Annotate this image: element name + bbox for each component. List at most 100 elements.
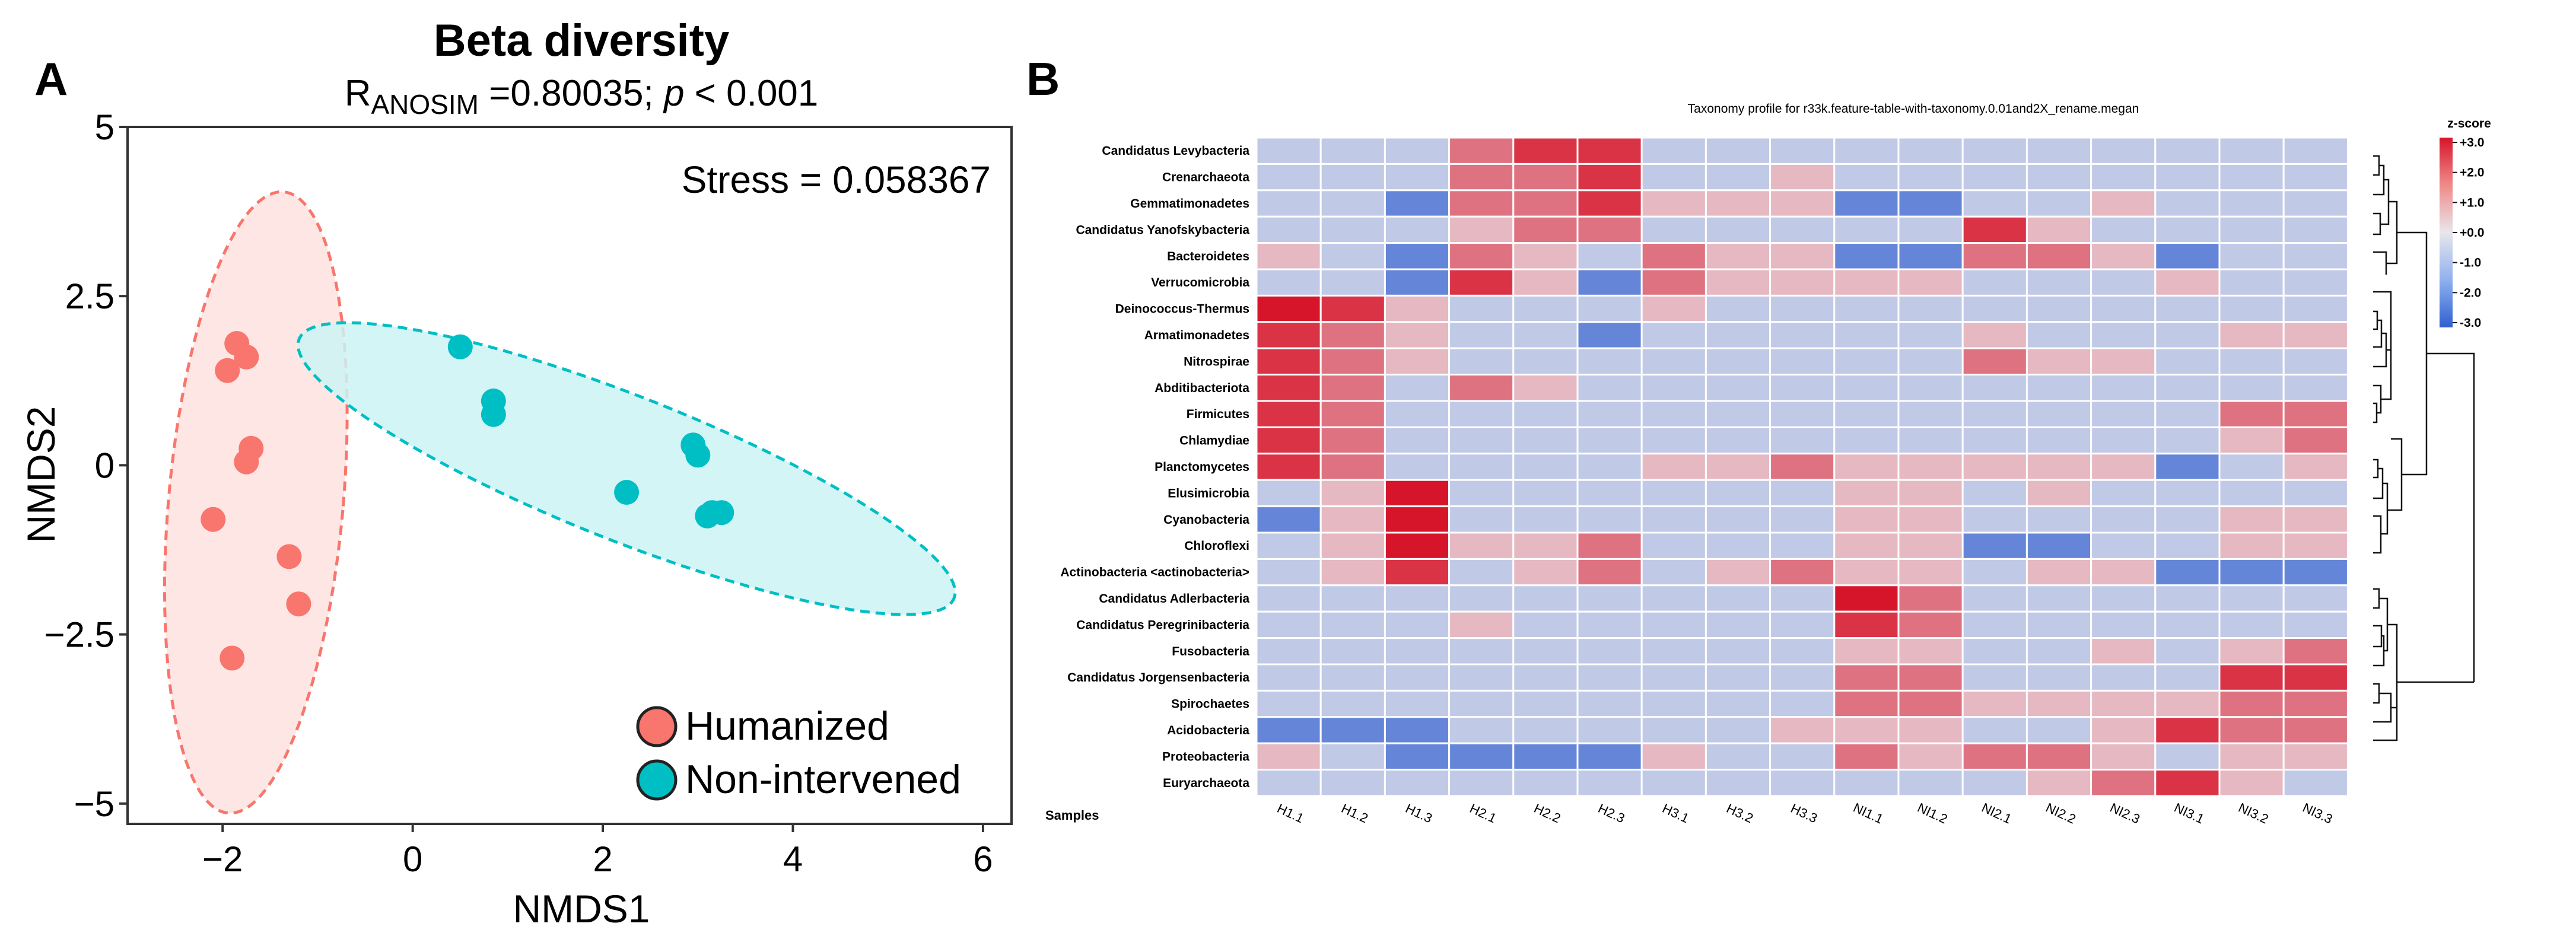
heat-cell-r18-c6 xyxy=(1640,610,1707,639)
heat-cell-r19-c7 xyxy=(1704,637,1772,666)
point-non-intervened-1 xyxy=(447,334,473,359)
row-dendrogram xyxy=(2373,155,2475,741)
heat-cell-r5-c11 xyxy=(1961,268,2028,297)
heat-cell-r11-c13 xyxy=(2090,426,2157,455)
heat-cell-r1-c15 xyxy=(2218,163,2285,192)
row-label-2: Gemmatimonadetes xyxy=(1130,197,1249,211)
heat-cell-r1-c6 xyxy=(1640,163,1707,192)
heat-cell-r20-c16 xyxy=(2282,663,2349,692)
heat-cell-r21-c16 xyxy=(2282,689,2349,718)
heat-cell-r14-c12 xyxy=(2025,505,2092,534)
heat-cell-r24-c1 xyxy=(1319,769,1386,797)
heat-cell-r22-c14 xyxy=(2154,716,2221,744)
heat-cell-r5-c3 xyxy=(1448,268,1515,297)
heat-cell-r0-c13 xyxy=(2090,136,2157,165)
heat-cell-r14-c9 xyxy=(1833,505,1900,534)
heat-cell-r24-c6 xyxy=(1640,769,1707,797)
col-label-10: NI1.2 xyxy=(1915,800,1950,827)
heat-cell-r22-c4 xyxy=(1512,716,1579,744)
colorbar-tick-label-3: +0.0 xyxy=(2460,226,2484,240)
heat-cell-r14-c11 xyxy=(1961,505,2028,534)
heat-cell-r14-c2 xyxy=(1384,505,1451,534)
col-label-6: H3.1 xyxy=(1660,801,1691,826)
col-label-14: NI3.1 xyxy=(2172,800,2206,827)
heat-cell-r3-c0 xyxy=(1255,215,1322,244)
heat-cell-r24-c15 xyxy=(2218,769,2285,797)
heat-cell-r18-c1 xyxy=(1319,610,1386,639)
col-label-3: H2.1 xyxy=(1468,801,1499,826)
colorbar-title: z-score xyxy=(2447,117,2491,130)
heat-cell-r14-c1 xyxy=(1319,505,1386,534)
heat-cell-r21-c8 xyxy=(1769,689,1836,718)
r-subscript: ANOSIM xyxy=(371,89,479,120)
heat-cell-r10-c3 xyxy=(1448,400,1515,428)
heat-cell-r16-c10 xyxy=(1897,558,1964,587)
heat-cell-r23-c15 xyxy=(2218,742,2285,771)
heat-cell-r21-c1 xyxy=(1319,689,1386,718)
heat-cell-r21-c13 xyxy=(2090,689,2157,718)
heat-cell-r4-c12 xyxy=(2025,242,2092,270)
heat-cell-r1-c12 xyxy=(2025,163,2092,192)
heat-cell-r24-c5 xyxy=(1576,769,1643,797)
panel-a-nmds-plot: A Beta diversity RANOSIM =0.80035; p < 0… xyxy=(19,15,1013,931)
heat-cell-r6-c16 xyxy=(2282,294,2349,323)
heat-cell-r15-c2 xyxy=(1384,531,1451,560)
heat-cell-r0-c14 xyxy=(2154,136,2221,165)
legend-marker-non-intervened xyxy=(636,759,678,801)
heat-cell-r8-c7 xyxy=(1704,347,1772,376)
heat-cell-r23-c1 xyxy=(1319,742,1386,771)
heat-cell-r16-c4 xyxy=(1512,558,1579,587)
heat-cell-r7-c1 xyxy=(1319,321,1386,349)
colorbar-tick-label-6: -3.0 xyxy=(2460,316,2481,330)
heat-cell-r19-c8 xyxy=(1769,637,1836,666)
heat-cell-r8-c14 xyxy=(2154,347,2221,376)
row-label-7: Armatimonadetes xyxy=(1144,329,1249,342)
heat-cell-r15-c12 xyxy=(2025,531,2092,560)
heat-cell-r19-c16 xyxy=(2282,637,2349,666)
heat-cell-r21-c9 xyxy=(1833,689,1900,718)
heat-cell-r24-c16 xyxy=(2282,769,2349,797)
heat-cell-r8-c15 xyxy=(2218,347,2285,376)
heat-cell-r20-c4 xyxy=(1512,663,1579,692)
heat-cell-r16-c8 xyxy=(1769,558,1836,587)
heat-cell-r23-c12 xyxy=(2025,742,2092,771)
heat-cell-r3-c5 xyxy=(1576,215,1643,244)
heat-cell-r18-c2 xyxy=(1384,610,1451,639)
heat-cell-r12-c16 xyxy=(2282,453,2349,481)
heat-cell-r1-c9 xyxy=(1833,163,1900,192)
heatmap-title: Taxonomy profile for r33k.feature-table-… xyxy=(1688,102,2139,116)
heat-cell-r22-c13 xyxy=(2090,716,2157,744)
heat-cell-r24-c8 xyxy=(1769,769,1836,797)
heat-cell-r17-c8 xyxy=(1769,584,1836,613)
y-tick-label-2: 0 xyxy=(95,445,115,485)
heat-cell-r19-c4 xyxy=(1512,637,1579,666)
heat-cell-r1-c14 xyxy=(2154,163,2221,192)
heat-cell-r22-c15 xyxy=(2218,716,2285,744)
heat-cell-r17-c4 xyxy=(1512,584,1579,613)
heat-cell-r2-c11 xyxy=(1961,189,2028,218)
point-humanized-9 xyxy=(220,645,245,671)
heat-cell-r10-c15 xyxy=(2218,400,2285,428)
heat-cell-r20-c12 xyxy=(2025,663,2092,692)
p-value: < 0.001 xyxy=(684,73,818,114)
heat-cell-r21-c12 xyxy=(2025,689,2092,718)
heat-cell-r6-c2 xyxy=(1384,294,1451,323)
heat-cell-r12-c1 xyxy=(1319,453,1386,481)
heat-cell-r23-c6 xyxy=(1640,742,1707,771)
heat-cell-r18-c10 xyxy=(1897,610,1964,639)
heat-cell-r18-c0 xyxy=(1255,610,1322,639)
panel-b-label: B xyxy=(1026,53,1060,105)
col-label-4: H2.2 xyxy=(1532,801,1563,826)
heat-cell-r2-c16 xyxy=(2282,189,2349,218)
heat-cell-r3-c15 xyxy=(2218,215,2285,244)
heat-cell-r0-c8 xyxy=(1769,136,1836,165)
row-label-3: Candidatus Yanofskybacteria xyxy=(1076,223,1249,237)
heat-cell-r6-c0 xyxy=(1255,294,1322,323)
heat-cell-r9-c4 xyxy=(1512,374,1579,402)
heat-cell-r12-c5 xyxy=(1576,453,1643,481)
heat-cell-r8-c10 xyxy=(1897,347,1964,376)
col-label-16: NI3.3 xyxy=(2300,800,2335,827)
heat-cell-r18-c7 xyxy=(1704,610,1772,639)
heat-cell-r0-c11 xyxy=(1961,136,2028,165)
